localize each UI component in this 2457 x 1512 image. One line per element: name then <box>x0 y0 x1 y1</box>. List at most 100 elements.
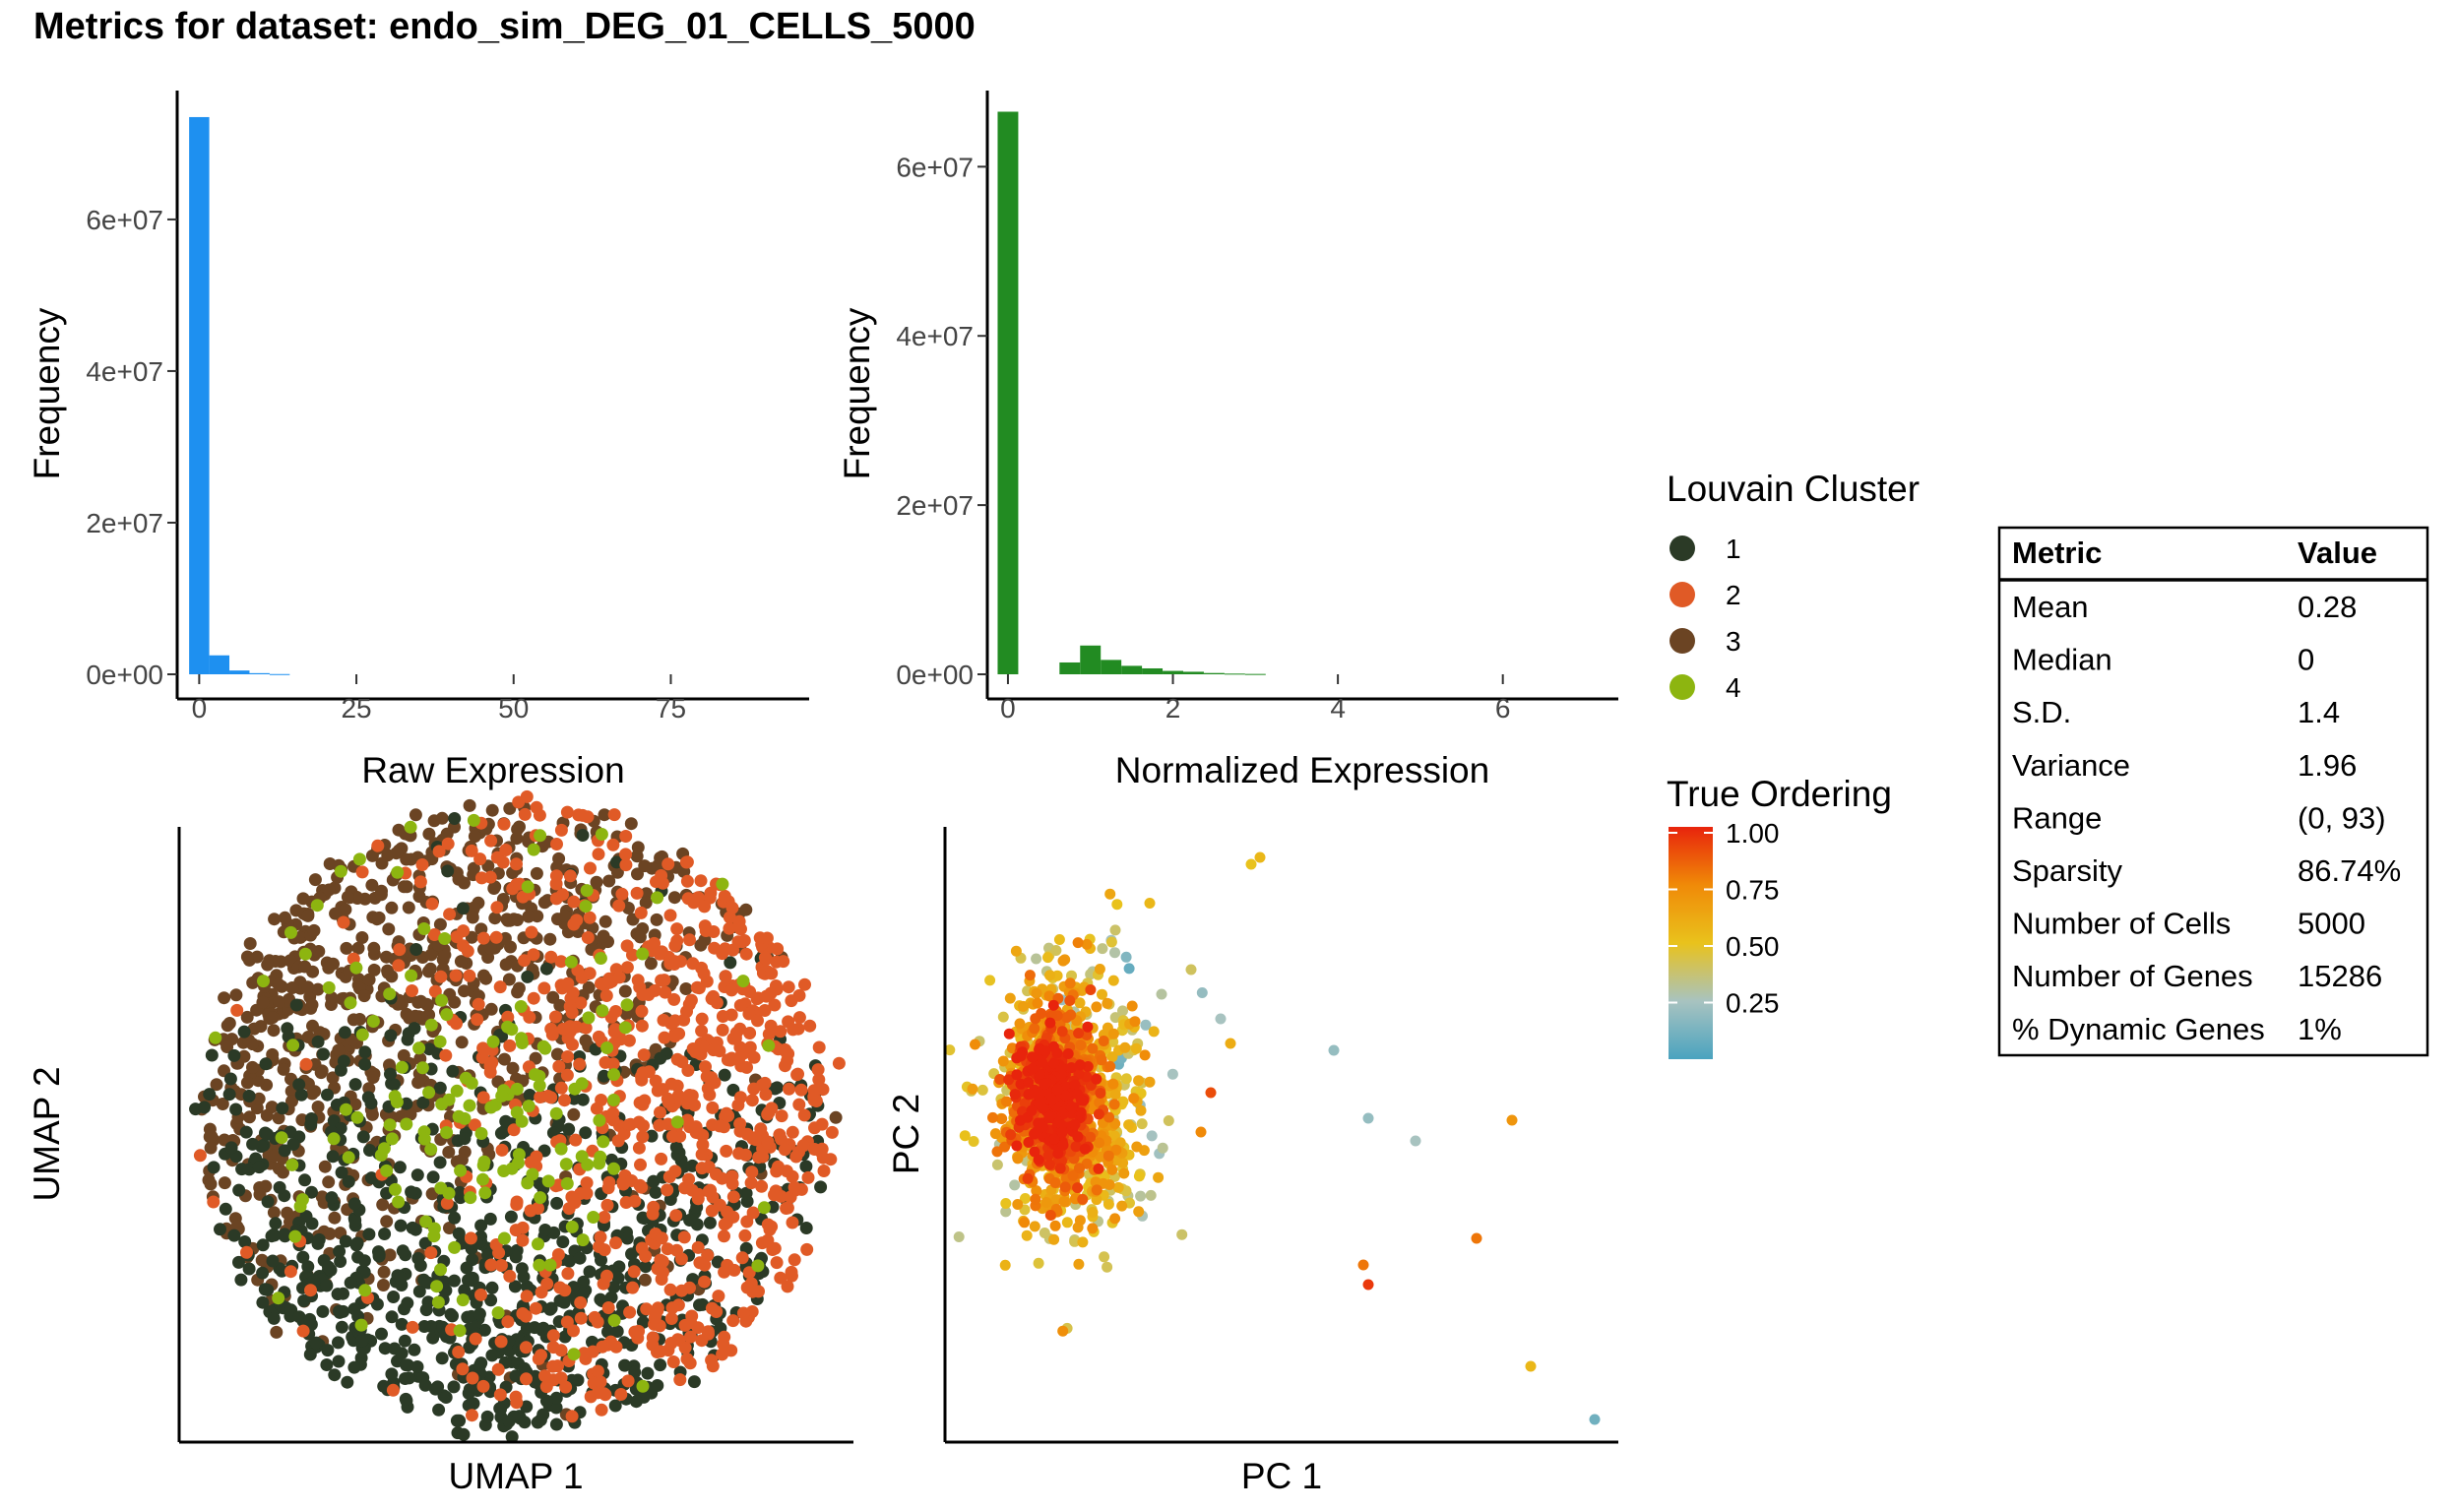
umap-point-1321 <box>504 1210 518 1224</box>
umap-point-2358 <box>788 1253 801 1267</box>
umap-point-2516 <box>538 1041 552 1055</box>
pca-point-801 <box>989 1128 1001 1140</box>
umap-point-1771 <box>815 1117 829 1131</box>
pca-point-433 <box>1077 1236 1089 1248</box>
umap-point-68 <box>506 1061 520 1075</box>
umap-point-2035 <box>634 1158 647 1171</box>
umap-point-1600 <box>223 1072 237 1086</box>
umap-point-881 <box>261 1195 275 1209</box>
pca-point-45 <box>1000 1206 1012 1218</box>
umap-point-2451 <box>559 1158 573 1171</box>
pca-point-897 <box>1012 1153 1024 1165</box>
umap-point-2250 <box>586 1345 599 1358</box>
umap-point-1325 <box>509 1250 523 1264</box>
umap-point-2503 <box>424 1143 438 1157</box>
umap-point-2518 <box>476 1172 489 1186</box>
umap-point-2351 <box>779 1059 791 1073</box>
ordering-legend-label-0: 1.00 <box>1726 818 1780 849</box>
umap-point-2411 <box>440 1126 454 1139</box>
umap-point-2499 <box>383 987 397 1001</box>
umap-point-2433 <box>438 932 452 945</box>
pca-point-737 <box>1118 1167 1130 1179</box>
umap-point-437 <box>301 980 315 994</box>
umap-point-1657 <box>494 1335 508 1349</box>
pca-outlier-point-9 <box>1525 1360 1537 1372</box>
umap-point-1760 <box>677 1230 691 1244</box>
umap-point-2349 <box>672 1027 686 1040</box>
umap-point-754 <box>272 977 285 991</box>
umap-point-891 <box>419 1303 433 1317</box>
umap-point-952 <box>739 1186 753 1200</box>
umap-point-2269 <box>679 855 693 869</box>
umap-point-1447 <box>410 943 423 956</box>
umap-point-1083 <box>256 1238 270 1252</box>
umap-point-1610 <box>335 1166 348 1179</box>
umap-point-56 <box>270 1325 284 1339</box>
umap-point-2420 <box>366 1015 380 1028</box>
umap-point-697 <box>268 1149 282 1163</box>
umap-point-1419 <box>620 1231 634 1245</box>
umap-point-8 <box>640 887 654 901</box>
pca-point-1280 <box>1077 1193 1089 1205</box>
umap-point-1285 <box>292 1310 306 1324</box>
umap-point-1891 <box>706 1101 720 1114</box>
pca-point-134 <box>1102 1261 1113 1273</box>
umap-point-2513 <box>607 1094 620 1106</box>
umap-point-411 <box>308 873 322 887</box>
umap-point-2294 <box>706 1359 720 1373</box>
pca-point-1639 <box>1027 1051 1038 1063</box>
umap-point-2260 <box>563 869 577 883</box>
umap-point-821 <box>448 812 462 825</box>
pca-point-1699 <box>1057 1139 1069 1151</box>
umap-point-1148 <box>433 1081 447 1095</box>
umap-point-2313 <box>731 1099 745 1112</box>
pca-point-1672 <box>1047 1040 1059 1052</box>
umap-point-1630 <box>464 1231 477 1245</box>
umap-point-2233 <box>720 1144 733 1158</box>
umap-point-615 <box>454 955 468 969</box>
umap-point-479 <box>322 883 336 897</box>
umap-point-2100 <box>565 1190 579 1204</box>
umap-point-1589 <box>224 1141 238 1155</box>
umap-point-188 <box>326 1071 340 1085</box>
umap-point-2304 <box>592 848 605 861</box>
pca-point-393 <box>1021 1229 1033 1241</box>
umap-point-1452 <box>207 1161 220 1174</box>
umap-point-1590 <box>456 902 470 915</box>
umap-point-1441 <box>586 1335 598 1349</box>
umap-point-1342 <box>401 1296 414 1310</box>
umap-point-2372 <box>342 1151 355 1165</box>
umap-point-2419 <box>564 955 578 969</box>
umap-point-1404 <box>252 1161 266 1174</box>
umap-point-2254 <box>783 1082 795 1096</box>
umap-point-1687 <box>393 943 407 957</box>
umap-point-854 <box>556 1235 570 1249</box>
umap-point-1824 <box>691 1240 705 1254</box>
pca-point-375 <box>1102 1198 1114 1210</box>
umap-point-2331 <box>476 1091 490 1104</box>
metrics-row-value-4: (0, 93) <box>2298 800 2386 835</box>
pca-point-1300 <box>1036 1008 1047 1019</box>
umap-point-2448 <box>358 1284 372 1297</box>
pca-point-1594 <box>1011 1069 1023 1081</box>
umap-point-2030 <box>720 1216 733 1229</box>
umap-point-2032 <box>579 1021 593 1035</box>
umap-point-695 <box>268 913 282 926</box>
pca-point-1632 <box>1062 1048 1074 1059</box>
umap-point-2296 <box>657 1013 670 1027</box>
umap-point-2303 <box>476 931 490 945</box>
pca-point-40 <box>1135 1190 1147 1202</box>
normalized-histogram-x-tick-label-0: 0 <box>1000 693 1016 724</box>
umap-point-465 <box>487 882 501 895</box>
umap-point-1509 <box>549 1418 563 1431</box>
umap-point-1513 <box>576 829 590 842</box>
umap-point-1383 <box>305 1217 319 1230</box>
umap-point-409 <box>250 950 264 964</box>
umap-point-536 <box>512 981 526 995</box>
umap-point-1974 <box>794 1083 808 1097</box>
umap-point-1943 <box>705 992 719 1006</box>
umap-point-1445 <box>349 1238 363 1252</box>
umap-point-2509 <box>554 1142 568 1156</box>
umap-point-1915 <box>608 1023 622 1037</box>
umap-point-2522 <box>501 1020 515 1034</box>
